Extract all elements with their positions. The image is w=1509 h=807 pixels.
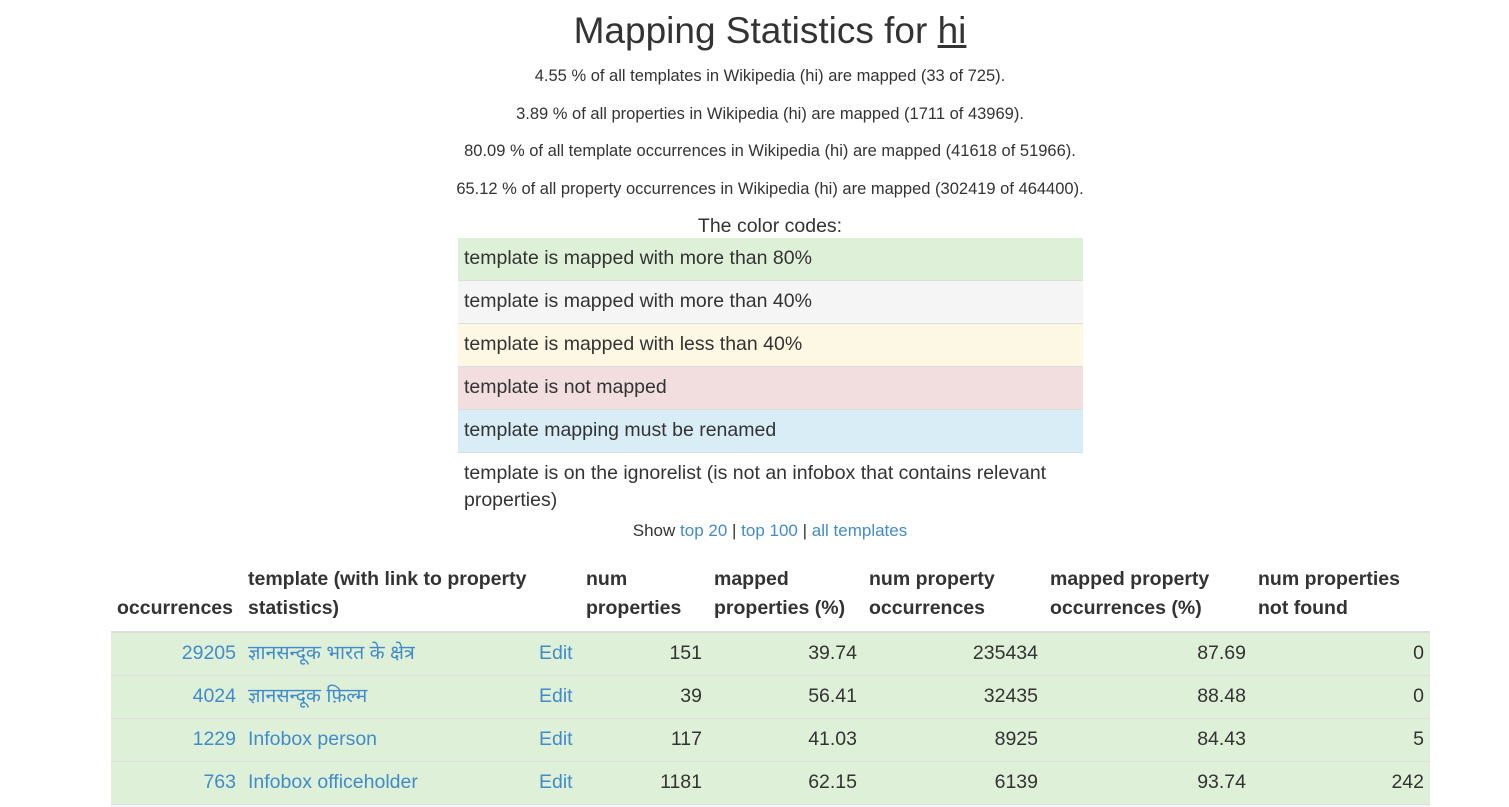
show-top-100-link[interactable]: top 100 xyxy=(741,521,798,540)
language-link[interactable]: hi xyxy=(937,10,967,51)
mapped-properties-cell: 56.41 xyxy=(708,675,863,719)
table-row xyxy=(111,804,1430,807)
color-codes-title: The color codes: xyxy=(697,215,843,237)
template-link[interactable]: Infobox officeholder xyxy=(248,771,418,793)
legend-mapped-40: template is mapped with more than 40% xyxy=(458,280,1083,324)
num-properties-cell: 1181 xyxy=(580,761,708,805)
header-template[interactable]: template (with link to property statisti… xyxy=(242,560,533,633)
mapped-properties-cell: 39.74 xyxy=(708,631,863,676)
header-num-properties[interactable]: num properties xyxy=(580,560,708,633)
template-link[interactable]: Infobox person xyxy=(248,728,378,750)
header-num-properties-not-found[interactable]: num properties not found xyxy=(1252,560,1430,633)
mapped-properties-cell: 62.15 xyxy=(708,761,863,805)
edit-link[interactable]: Edit xyxy=(539,685,573,707)
table-row: 4024 ज्ञानसन्दूक फ़िल्म Edit 39 56.41 32… xyxy=(111,675,1430,719)
occurrences-link[interactable]: 29205 xyxy=(181,642,236,664)
num-property-occurrences-cell: 6139 xyxy=(863,761,1044,805)
header-mapped-properties[interactable]: mapped properties (%) xyxy=(708,560,863,633)
header-edit xyxy=(533,560,580,633)
not-found-cell: 0 xyxy=(1252,631,1430,676)
num-property-occurrences-cell: 32435 xyxy=(863,675,1044,719)
mapped-properties-cell: 41.03 xyxy=(708,718,863,762)
header-num-property-occurrences[interactable]: num property occurrences xyxy=(863,560,1044,633)
occurrences-link[interactable]: 1229 xyxy=(192,728,236,750)
partial-row xyxy=(111,804,1430,807)
table-row: 763 Infobox officeholder Edit 1181 62.15… xyxy=(111,761,1430,805)
legend-mapped-80: template is mapped with more than 80% xyxy=(458,238,1083,281)
table-row: 1229 Infobox person Edit 117 41.03 8925 … xyxy=(111,718,1430,762)
edit-link[interactable]: Edit xyxy=(539,642,573,664)
mapped-property-occurrences-cell: 88.48 xyxy=(1044,675,1252,719)
separator: | xyxy=(732,521,737,540)
table-header-row: occurrences template (with link to prope… xyxy=(111,560,1430,633)
stat-templates: 4.55 % of all templates in Wikipedia (hi… xyxy=(534,67,1006,85)
num-properties-cell: 151 xyxy=(580,631,708,676)
show-label: Show xyxy=(632,521,676,540)
num-properties-cell: 117 xyxy=(580,718,708,762)
template-statistics-table: occurrences template (with link to prope… xyxy=(111,560,1430,807)
occurrences-link[interactable]: 4024 xyxy=(192,685,236,707)
legend-ignorelist: template is on the ignorelist (is not an… xyxy=(458,452,1083,522)
mapped-property-occurrences-cell: 87.69 xyxy=(1044,631,1252,676)
table-row: 29205 ज्ञानसन्दूक भारत के क्षेत्र Edit 1… xyxy=(111,631,1430,676)
summary-stats: 4.55 % of all templates in Wikipedia (hi… xyxy=(0,64,1509,214)
num-property-occurrences-cell: 235434 xyxy=(863,631,1044,676)
num-property-occurrences-cell: 8925 xyxy=(863,718,1044,762)
page-title-prefix: Mapping Statistics for xyxy=(573,10,928,51)
template-link[interactable]: ज्ञानसन्दूक भारत के क्षेत्र xyxy=(248,642,415,664)
edit-link[interactable]: Edit xyxy=(539,771,573,793)
legend-mapped-less-40: template is mapped with less than 40% xyxy=(458,323,1083,367)
show-all-templates-link[interactable]: all templates xyxy=(811,521,908,540)
show-filter: Show top 20 | top 100 | all templates xyxy=(0,520,1509,542)
header-occurrences[interactable]: occurrences xyxy=(111,560,242,633)
color-legend: template is mapped with more than 80% te… xyxy=(458,238,1083,522)
mapped-property-occurrences-cell: 84.43 xyxy=(1044,718,1252,762)
template-link[interactable]: ज्ञानसन्दूक फ़िल्म xyxy=(248,685,368,707)
stat-template-occurrences: 80.09 % of all template occurrences in W… xyxy=(464,142,1076,160)
not-found-cell: 242 xyxy=(1252,761,1430,805)
page-title: Mapping Statistics for hi xyxy=(0,8,1509,54)
legend-not-mapped: template is not mapped xyxy=(458,366,1083,410)
header-mapped-property-occurrences[interactable]: mapped property occurrences (%) xyxy=(1044,560,1252,633)
legend-must-rename: template mapping must be renamed xyxy=(458,409,1083,453)
separator: | xyxy=(802,521,808,540)
not-found-cell: 5 xyxy=(1252,718,1430,762)
num-properties-cell: 39 xyxy=(580,675,708,719)
edit-link[interactable]: Edit xyxy=(539,728,573,750)
occurrences-link[interactable]: 763 xyxy=(203,771,236,793)
stat-property-occurrences: 65.12 % of all property occurrences in W… xyxy=(456,179,1084,198)
mapped-property-occurrences-cell: 93.74 xyxy=(1044,761,1252,805)
stat-properties: 3.89 % of all properties in Wikipedia (h… xyxy=(516,104,1024,123)
show-top-20-link[interactable]: top 20 xyxy=(680,521,728,540)
not-found-cell: 0 xyxy=(1252,675,1430,719)
